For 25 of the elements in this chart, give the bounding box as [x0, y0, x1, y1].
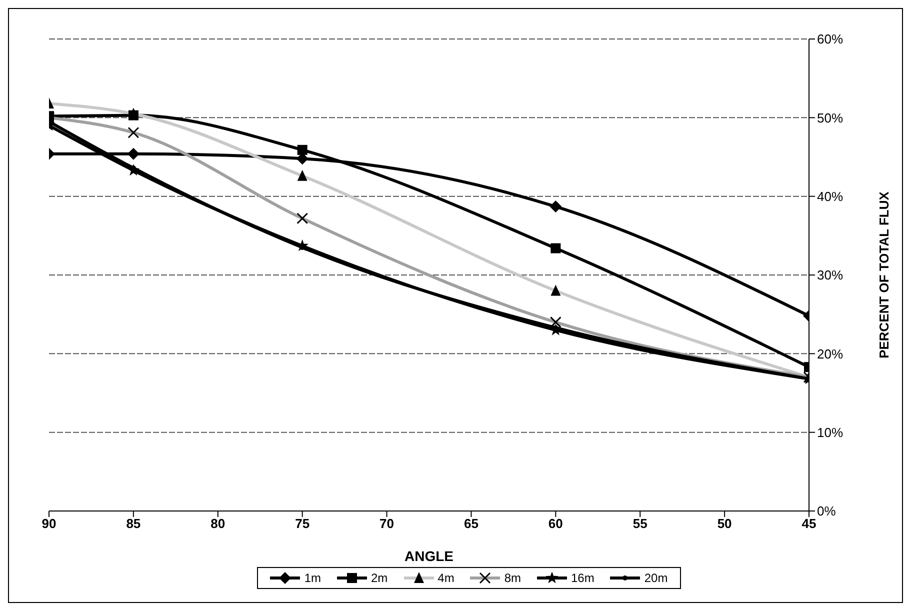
legend-label: 2m: [370, 571, 388, 585]
x-tick-label: 55: [632, 516, 648, 532]
y-tick-label: 10%: [817, 424, 844, 440]
x-tick-label: 65: [464, 516, 478, 532]
y-tick-label: 50%: [817, 110, 844, 126]
y-tick-label: 0%: [817, 504, 836, 519]
y-tick-label: 60%: [817, 32, 844, 47]
x-tick-label: 80: [210, 516, 226, 532]
x-axis-title: ANGLE: [404, 548, 454, 564]
x-tick-label: 85: [126, 516, 141, 532]
y-axis-title: PERCENT OF TOTAL FLUX: [876, 191, 892, 358]
legend-label: 16m: [571, 571, 594, 585]
x-tick-label: 45: [802, 516, 816, 532]
y-tick-label: 40%: [817, 188, 844, 204]
x-tick-label: 70: [380, 516, 394, 532]
legend-label: 1m: [304, 571, 321, 585]
x-tick-label: 60: [548, 516, 563, 532]
legend-label: 20m: [644, 571, 668, 585]
x-tick-label: 50: [717, 516, 732, 532]
x-tick-label: 90: [42, 516, 56, 532]
legend-label: 8m: [504, 571, 521, 585]
y-tick-label: 30%: [817, 268, 844, 283]
y-tick-label: 20%: [817, 346, 844, 362]
legend-label: 4m: [438, 571, 454, 585]
x-tick-label: 75: [295, 516, 310, 532]
